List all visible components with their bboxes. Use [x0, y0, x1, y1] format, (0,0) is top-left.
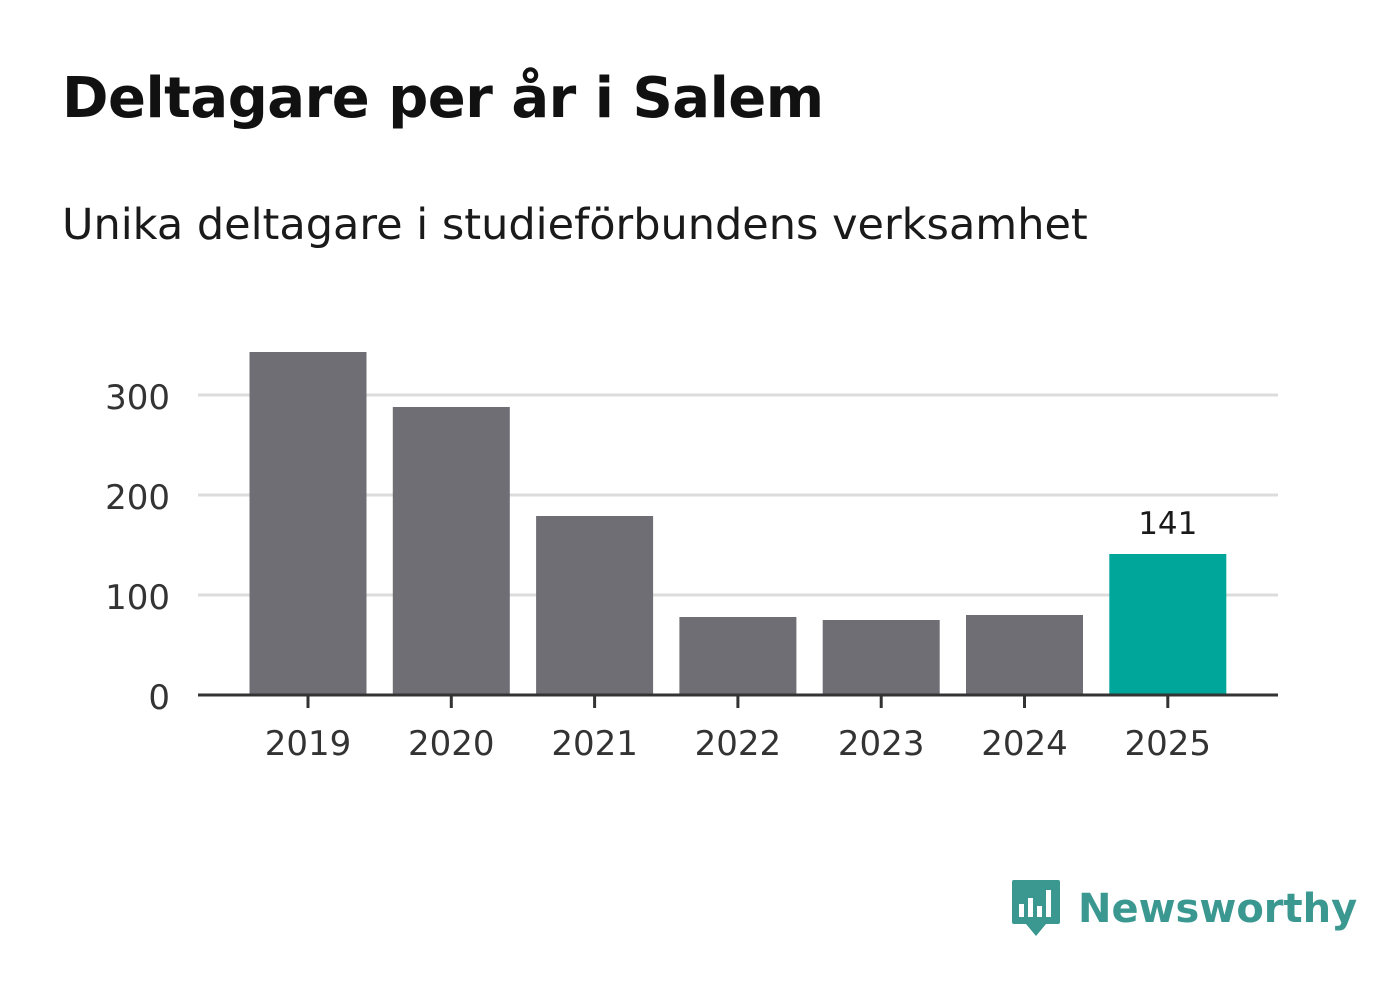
chart-title: Deltagare per år i Salem: [62, 66, 824, 131]
bar-2025: [1109, 554, 1227, 695]
bar-2020: [392, 407, 510, 695]
data-label: 141: [1138, 506, 1197, 542]
y-tick-label: 100: [105, 578, 170, 618]
x-tick-label: 2024: [981, 724, 1068, 764]
x-tick-label: 2025: [1125, 724, 1212, 764]
bar-2024: [966, 615, 1083, 695]
bar-2023: [822, 620, 940, 695]
bar-2022: [679, 617, 797, 695]
chart-subtitle: Unika deltagare i studieförbundens verks…: [62, 200, 1088, 250]
x-tick-label: 2021: [551, 724, 638, 764]
newsworthy-logo: Newsworthy: [1010, 878, 1357, 940]
x-tick-label: 2019: [265, 724, 352, 764]
x-tick-label: 2023: [838, 724, 925, 764]
x-tick-label: 2020: [408, 724, 495, 764]
y-tick-label: 200: [105, 478, 170, 518]
newsworthy-logo-icon: [1012, 880, 1060, 936]
bar-2019: [249, 352, 367, 695]
brand-name: Newsworthy: [1078, 886, 1358, 932]
y-tick-label: 0: [148, 678, 170, 718]
y-tick-label: 300: [105, 378, 170, 418]
bar-2021: [536, 516, 654, 695]
x-tick-label: 2022: [695, 724, 782, 764]
